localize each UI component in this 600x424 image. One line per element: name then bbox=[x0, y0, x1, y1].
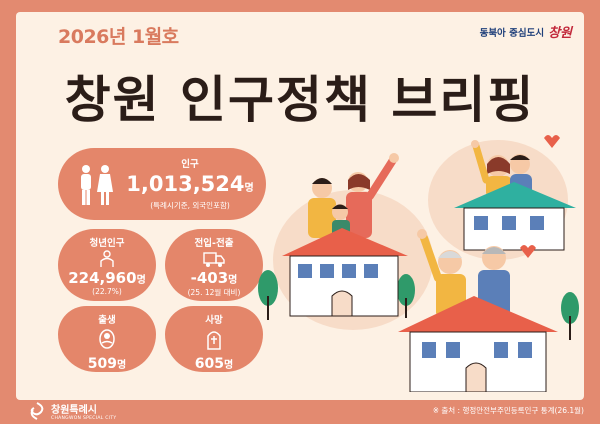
migration-card: 전입-전출 -403명 (25. 12월 대비) bbox=[165, 229, 263, 301]
population-note: (특례시기준, 외국인포함) bbox=[150, 201, 230, 210]
page-title: 창원 인구정책 브리핑 bbox=[64, 71, 536, 129]
tree-right bbox=[561, 292, 579, 340]
youth-person-icon bbox=[100, 250, 114, 267]
city-logo: 창원특례시 CHANGWON SPECIAL CITY bbox=[28, 401, 116, 421]
youth-value: 224,960 bbox=[68, 269, 137, 287]
youth-label: 청년인구 bbox=[89, 238, 125, 249]
migration-label: 전입-전출 bbox=[194, 238, 234, 249]
source-note: ※ 출처 : 행정안전부주민등록인구 통계(26.1월) bbox=[432, 406, 584, 415]
population-value: 1,013,524 bbox=[126, 172, 245, 196]
tree-left bbox=[258, 270, 278, 320]
birth-label: 출생 bbox=[98, 315, 116, 326]
birth-unit: 명 bbox=[117, 360, 127, 371]
house-bottom-right bbox=[398, 296, 558, 392]
issue-label: 2026년 1월호 bbox=[58, 26, 179, 48]
youth-card: 청년인구 224,960명 (22.7%) bbox=[58, 229, 156, 301]
city-emblem-icon bbox=[30, 402, 44, 420]
population-card: 인구 1,013,524명 (특례시기준, 외국인포함) bbox=[58, 148, 266, 220]
memorial-icon bbox=[207, 331, 221, 350]
population-label: 인구 bbox=[181, 159, 199, 170]
death-unit: 명 bbox=[224, 360, 234, 371]
migration-value: -403 bbox=[190, 269, 229, 287]
slogan-text: 동북아 중심도시 bbox=[479, 27, 545, 39]
migration-unit: 명 bbox=[228, 275, 238, 286]
youth-unit: 명 bbox=[136, 275, 146, 286]
death-label: 사망 bbox=[205, 315, 223, 326]
death-value: 605 bbox=[194, 356, 225, 372]
tree-middle bbox=[397, 274, 415, 318]
logo-text: 창원특례시 bbox=[51, 405, 97, 416]
birth-value: 509 bbox=[87, 356, 118, 372]
moving-truck-icon bbox=[203, 252, 225, 267]
birth-card: 출생 509명 bbox=[58, 306, 156, 372]
family-elderly bbox=[417, 229, 536, 318]
logo-subtext: CHANGWON SPECIAL CITY bbox=[51, 416, 117, 421]
youth-note: (22.7%) bbox=[92, 287, 122, 296]
family-left bbox=[308, 153, 399, 240]
man-woman-icon bbox=[81, 165, 113, 205]
house-top-right bbox=[454, 182, 576, 251]
families-houses-illustration bbox=[258, 135, 579, 392]
death-card: 사망 605명 bbox=[165, 306, 263, 372]
baby-icon bbox=[99, 329, 115, 349]
migration-note: (25. 12월 대비) bbox=[187, 288, 241, 297]
city-slogan: 동북아 중심도시 창원 bbox=[480, 22, 572, 41]
population-unit: 명 bbox=[244, 183, 254, 194]
house-left bbox=[282, 228, 408, 317]
brand-logotype: 창원 bbox=[548, 26, 572, 41]
